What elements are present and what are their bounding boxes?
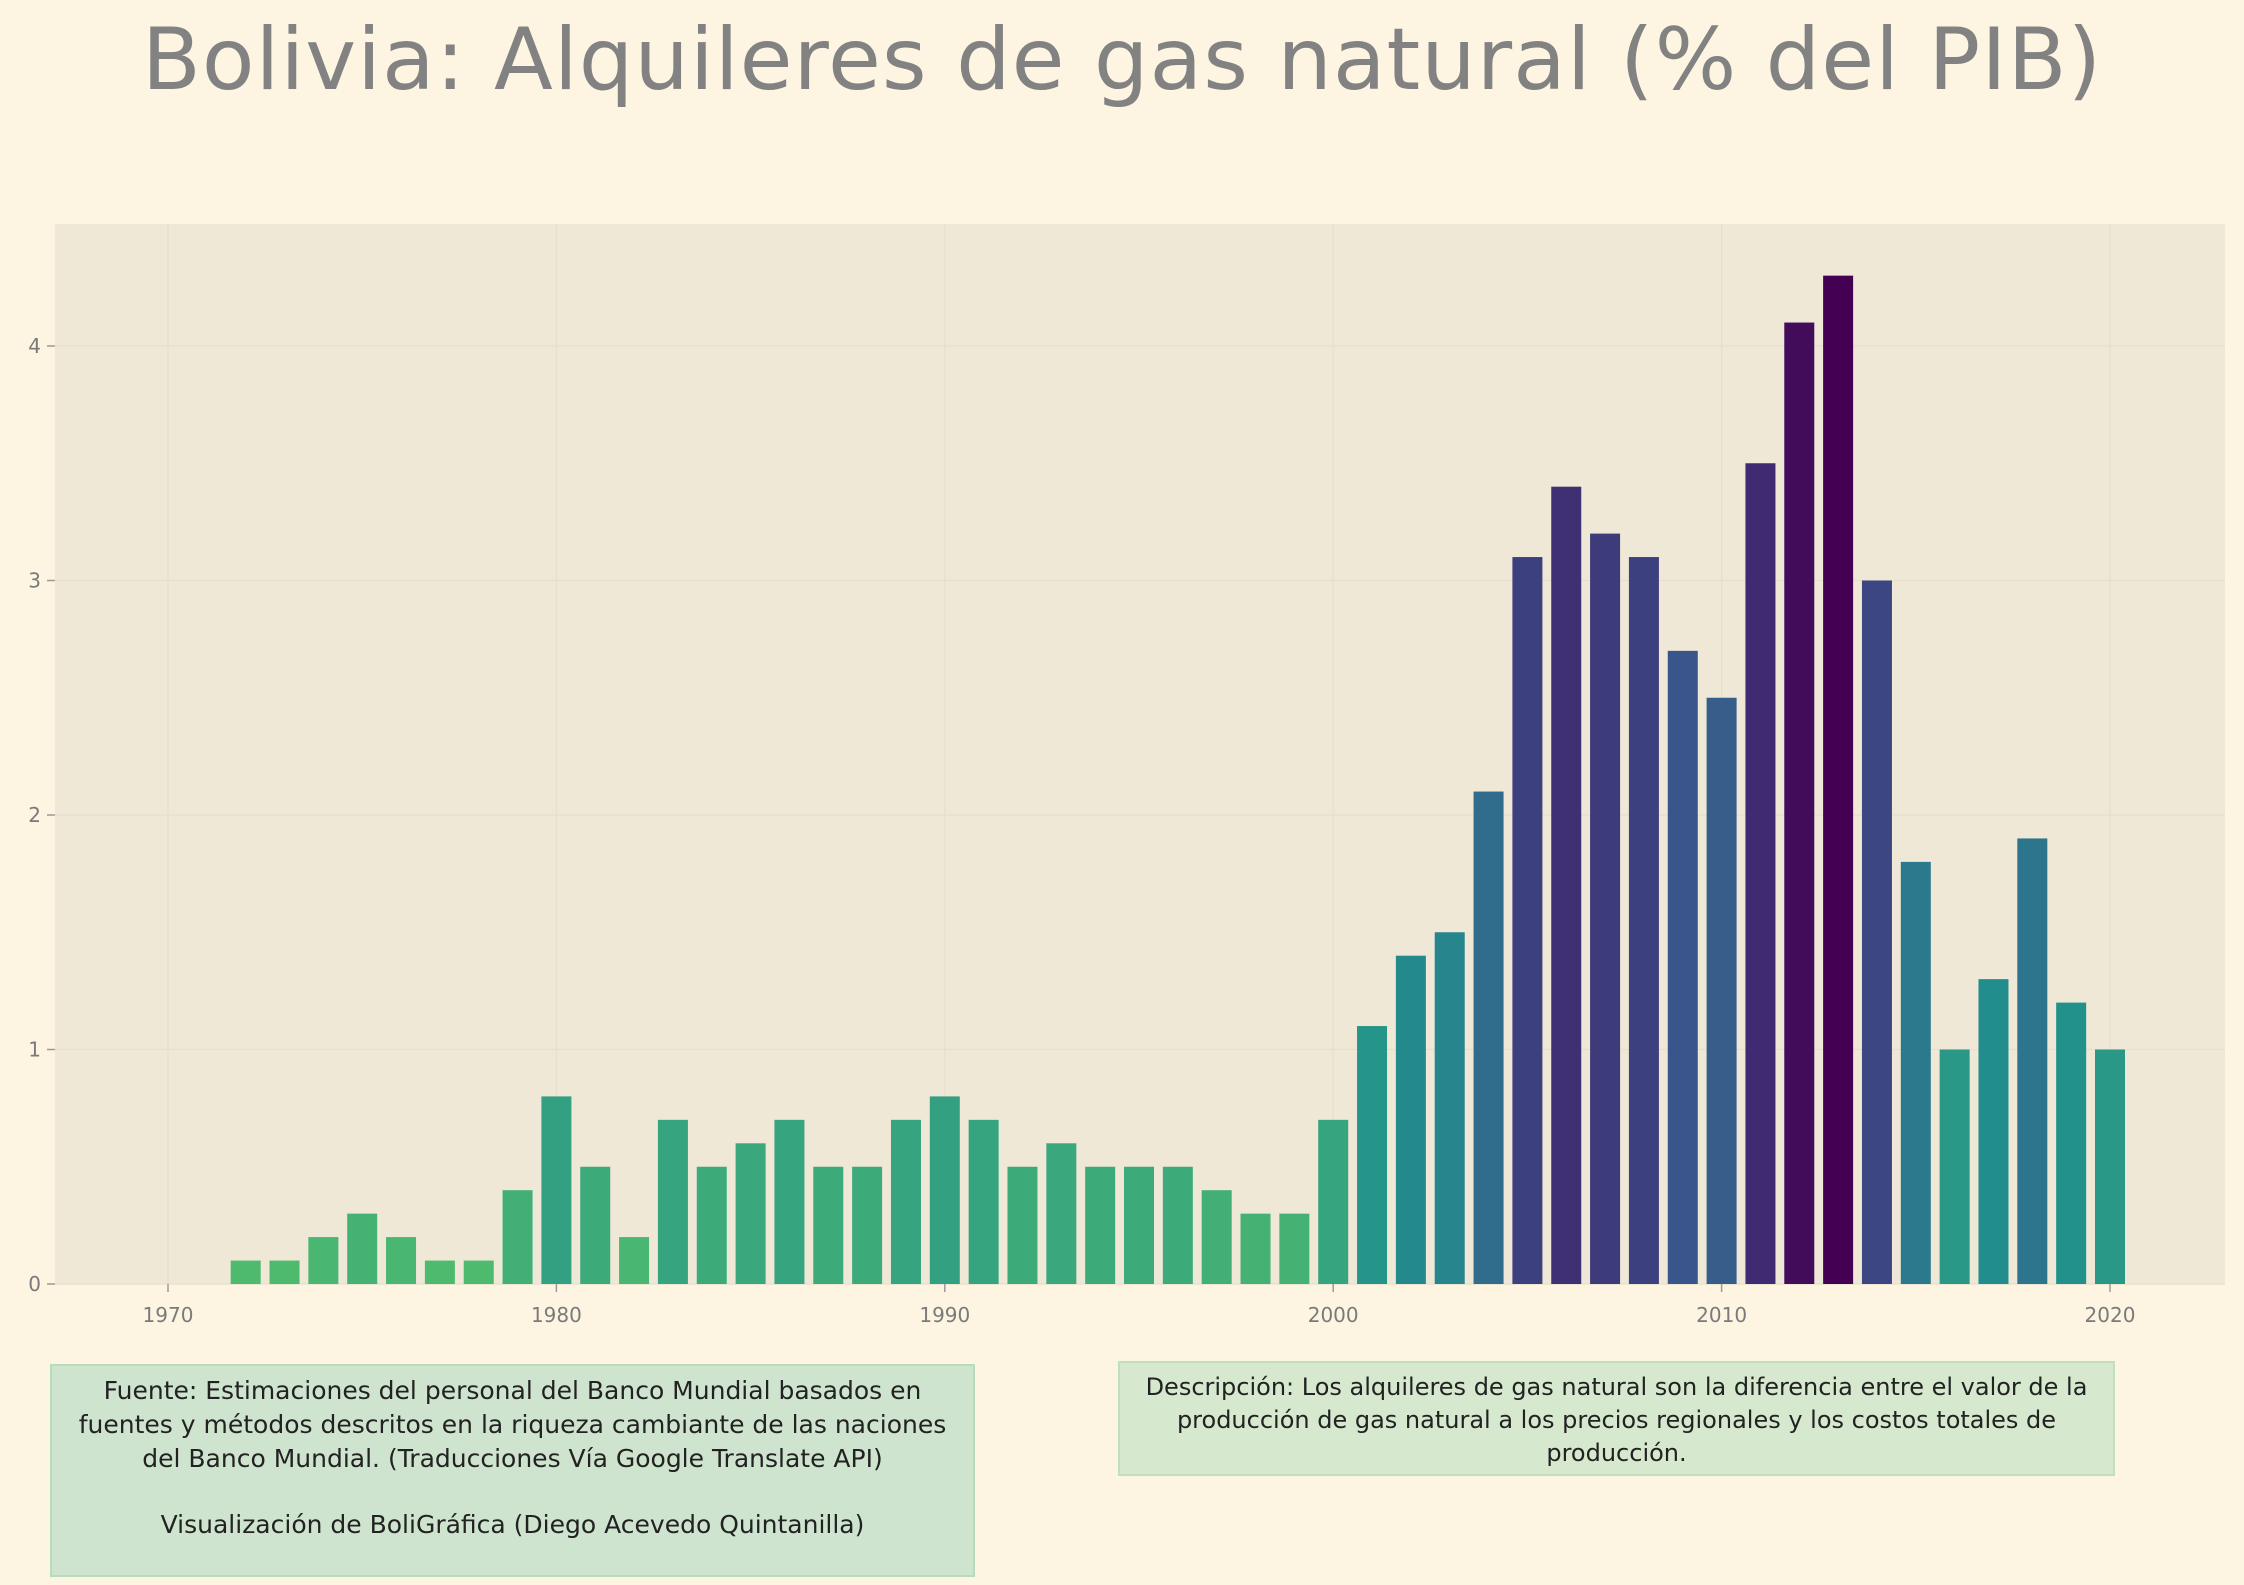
- bar: [1434, 932, 1465, 1284]
- bar: [890, 1119, 921, 1284]
- bar: [541, 1096, 572, 1284]
- source-box: Fuente: Estimaciones del personal del Ba…: [50, 1364, 975, 1577]
- x-tick-label: 1980: [531, 1303, 582, 1327]
- x-tick-label: 2020: [2085, 1303, 2136, 1327]
- bar: [1357, 1026, 1388, 1284]
- bar: [929, 1096, 960, 1284]
- credit-text: Visualización de BoliGráfica (Diego Acev…: [160, 1510, 865, 1539]
- bar: [1590, 533, 1621, 1284]
- bar: [1318, 1119, 1349, 1284]
- bar: [657, 1119, 688, 1284]
- bar: [1900, 861, 1931, 1284]
- bar: [619, 1237, 650, 1284]
- bar: [1628, 557, 1659, 1284]
- bar: [1551, 486, 1582, 1284]
- description-box: Descripción: Los alquileres de gas natur…: [1118, 1361, 2115, 1476]
- bar: [1395, 955, 1426, 1284]
- bar: [1279, 1213, 1310, 1284]
- bar: [424, 1260, 455, 1284]
- bar: [1473, 791, 1504, 1284]
- bar: [1512, 557, 1543, 1284]
- x-tick-label: 1970: [143, 1303, 194, 1327]
- bar: [1162, 1166, 1193, 1284]
- bar: [1085, 1166, 1116, 1284]
- bar: [2095, 1049, 2125, 1284]
- bar: [230, 1260, 261, 1284]
- x-tick-label: 2010: [1696, 1303, 1747, 1327]
- bar: [1007, 1166, 1038, 1284]
- bar: [580, 1166, 611, 1284]
- source-text: Fuente: Estimaciones del personal del Ba…: [78, 1376, 947, 1473]
- bars-layer: [230, 275, 2125, 1284]
- bar: [813, 1166, 844, 1284]
- bar: [463, 1260, 494, 1284]
- bar: [269, 1260, 300, 1284]
- bar: [2017, 838, 2048, 1284]
- bar: [1667, 650, 1698, 1284]
- axis-layer: 0 1 2 3 4 1970 1980 1990 2000 2010 2020: [28, 334, 2135, 1327]
- bar: [1046, 1143, 1077, 1284]
- chart-title: Bolivia: Alquileres de gas natural (% de…: [141, 10, 2103, 110]
- bar: [1939, 1049, 1970, 1284]
- bar: [502, 1190, 533, 1284]
- bar: [1861, 580, 1892, 1284]
- bar: [1745, 463, 1776, 1284]
- bar: [696, 1166, 727, 1284]
- x-tick-label: 2000: [1308, 1303, 1359, 1327]
- bar: [1240, 1213, 1271, 1284]
- bar: [2056, 1002, 2087, 1284]
- y-tick-label: 3: [28, 569, 41, 593]
- bar: [347, 1213, 378, 1284]
- description-text: Descripción: Los alquileres de gas natur…: [1145, 1373, 2088, 1467]
- plot-area: [55, 224, 2225, 1284]
- bar: [735, 1143, 766, 1284]
- bar: [1978, 979, 2009, 1284]
- y-tick-label: 1: [28, 1038, 41, 1062]
- x-tick-label: 1990: [919, 1303, 970, 1327]
- bar-chart: 0 1 2 3 4 1970 1980 1990 2000 2010 2020: [28, 224, 2225, 1327]
- bar: [1124, 1166, 1154, 1284]
- bar: [1706, 697, 1737, 1284]
- bar: [1784, 322, 1815, 1284]
- bar: [386, 1237, 417, 1284]
- bar: [774, 1119, 805, 1284]
- bar: [308, 1237, 339, 1284]
- y-tick-label: 0: [28, 1272, 41, 1296]
- bar: [1201, 1190, 1232, 1284]
- y-tick-label: 4: [28, 334, 41, 358]
- bar: [968, 1119, 999, 1284]
- bar: [852, 1166, 883, 1284]
- bar: [1823, 275, 1854, 1284]
- y-tick-label: 2: [28, 803, 41, 827]
